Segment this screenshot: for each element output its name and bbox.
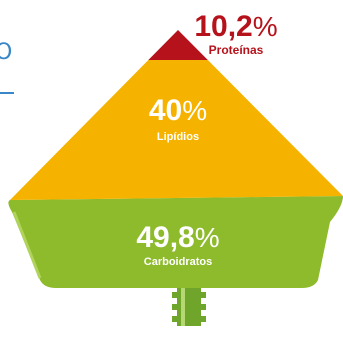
pyramid-shape	[8, 30, 343, 288]
percent-unit-carboidratos: %	[195, 222, 220, 253]
svg-text:49,8%: 49,8%	[136, 221, 219, 254]
percent-value-carboidratos: 49,8	[136, 221, 194, 254]
pyramid-stem	[172, 286, 206, 326]
label-lipidios: 40% Lipídios	[149, 94, 207, 143]
svg-text:40%: 40%	[149, 94, 207, 127]
label-text-lipidios: Lipídios	[157, 131, 199, 143]
segment-carboidratos-edge	[12, 211, 42, 279]
label-text-proteinas: Proteínas	[209, 43, 264, 57]
cut-off-text-fragment: O	[0, 40, 13, 65]
segment-proteinas	[148, 30, 208, 60]
svg-text:10,2%: 10,2%	[194, 10, 277, 43]
label-proteinas: 10,2% Proteínas	[194, 10, 277, 57]
cut-off-divider-line	[0, 92, 14, 94]
percent-value-proteinas: 10,2	[194, 10, 252, 43]
label-text-carboidratos: Carboidratos	[144, 256, 212, 268]
percent-unit-lipidios: %	[182, 95, 207, 126]
label-carboidratos: 49,8% Carboidratos	[136, 221, 219, 268]
percent-unit-proteinas: %	[253, 11, 278, 42]
segment-lipidios	[10, 60, 343, 200]
segment-carboidratos	[8, 196, 343, 288]
percent-value-lipidios: 40	[149, 94, 182, 127]
